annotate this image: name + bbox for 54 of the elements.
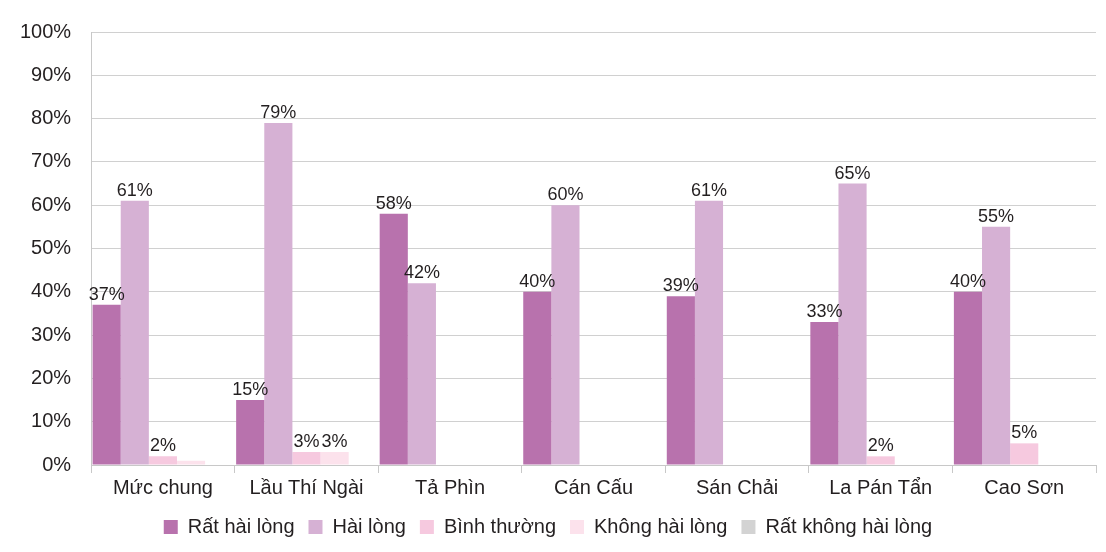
x-tick-label: Mức chung [112, 475, 213, 498]
y-tick-label: 100% [20, 19, 72, 42]
data-label: 2% [149, 435, 176, 456]
bar [320, 452, 349, 465]
y-tick-label: 50% [31, 236, 72, 259]
data-label: 61% [690, 179, 728, 200]
y-tick-label: 40% [31, 279, 72, 302]
data-label: 33% [806, 301, 843, 322]
x-tick-label: Tả Phìn [415, 475, 486, 498]
bar [1010, 443, 1039, 465]
data-label: 65% [834, 162, 871, 183]
bar [407, 283, 436, 465]
legend-label: Không hài lòng [594, 514, 728, 537]
y-tick-label: 70% [31, 149, 72, 172]
data-label: 60% [547, 184, 584, 205]
legend-label: Rất hài lòng [187, 514, 295, 537]
data-label: 39% [662, 275, 699, 296]
data-label: 3% [321, 430, 348, 451]
bar [292, 452, 321, 465]
bar [810, 322, 839, 465]
data-label: 79% [260, 101, 297, 122]
bar [953, 291, 983, 465]
bar [177, 460, 206, 465]
data-label: 40% [519, 270, 556, 291]
data-label: 40% [949, 270, 986, 291]
legend-label: Rất không hài lòng [765, 514, 933, 537]
legend-label: Hài lòng [332, 514, 406, 537]
y-tick-label: 30% [31, 322, 72, 345]
data-label: 15% [232, 379, 269, 400]
bar [866, 456, 895, 465]
bar [666, 296, 695, 465]
y-tick-label: 80% [31, 106, 72, 129]
data-label: 5% [1011, 422, 1038, 443]
x-tick-label: Lầu Thí Ngài [249, 475, 364, 498]
data-label: 2% [867, 435, 894, 456]
data-label: 58% [375, 192, 412, 213]
bar [236, 400, 265, 465]
y-tick-label: 10% [31, 409, 72, 432]
data-label: 61% [116, 179, 153, 200]
y-tick-label: 20% [31, 365, 72, 388]
bar [92, 304, 121, 465]
y-tick-label: 90% [31, 62, 72, 85]
x-tick-label: La Pán Tẩn [829, 475, 933, 498]
data-label: 37% [88, 283, 125, 304]
x-tick-label: Cao Sơn [984, 475, 1065, 498]
y-tick-label: 0% [42, 452, 72, 475]
y-tick-label: 60% [31, 192, 72, 215]
bar [523, 291, 552, 465]
data-label: 3% [293, 430, 320, 451]
x-tick-label: Sán Chải [695, 475, 779, 498]
x-tick-label: Cán Cấu [554, 475, 634, 498]
bar [148, 456, 177, 465]
data-label: 55% [978, 205, 1015, 226]
legend-label: Bình thường [443, 514, 557, 537]
